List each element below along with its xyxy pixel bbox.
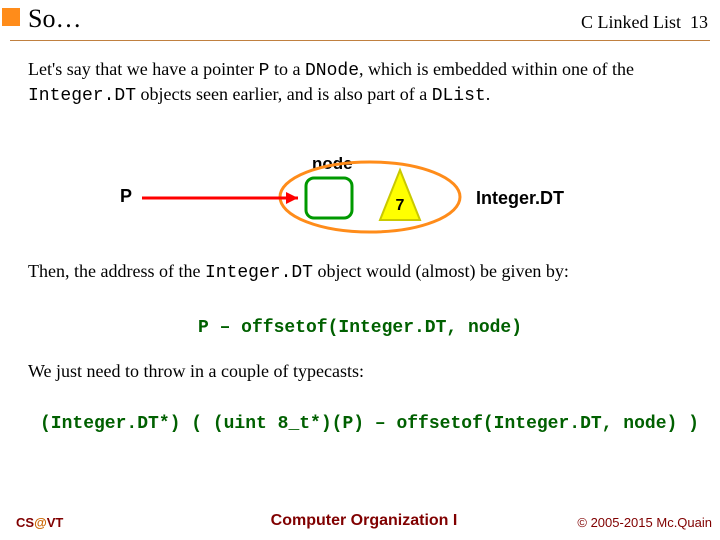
text: Let's say that we have a pointer (28, 59, 259, 79)
accent-square (2, 8, 20, 26)
paragraph-2: Then, the address of the Integer.DT obje… (28, 260, 700, 285)
container-label: Integer.DT (476, 188, 564, 209)
inline-code: DNode (305, 61, 359, 81)
node-rect (306, 178, 352, 218)
inline-code: Integer.DT (28, 86, 136, 106)
text: . (486, 84, 491, 104)
code-line-1: P – offsetof(Integer.DT, node) (0, 318, 720, 338)
value-text: 7 (396, 197, 405, 214)
diagram: P node 7 Integer.DT (60, 140, 660, 240)
pointer-arrow-head (286, 192, 298, 204)
inline-code: DList (432, 86, 486, 106)
slide-title: So… (28, 4, 81, 34)
page-number: 13 (690, 12, 708, 32)
code-line-2: (Integer.DT*) ( (uint 8_t*)(P) – offseto… (40, 414, 699, 434)
diagram-svg: 7 (60, 140, 660, 240)
footer-right: © 2005-2015 Mc.Quain (577, 515, 712, 530)
paragraph-3: We just need to throw in a couple of typ… (28, 360, 700, 383)
text: to a (269, 59, 305, 79)
inline-code: Integer.DT (205, 263, 313, 283)
header-rule (10, 40, 710, 41)
text: Then, the address of the (28, 261, 205, 281)
paragraph-1: Let's say that we have a pointer P to a … (28, 58, 700, 107)
inline-code: P (259, 61, 270, 81)
text: object would (almost) be given by: (313, 261, 569, 281)
course-name: C Linked List (581, 12, 681, 32)
header-right: C Linked List 13 (581, 12, 708, 33)
text: , which is embedded within one of the (359, 59, 634, 79)
text: objects seen earlier, and is also part o… (136, 84, 432, 104)
